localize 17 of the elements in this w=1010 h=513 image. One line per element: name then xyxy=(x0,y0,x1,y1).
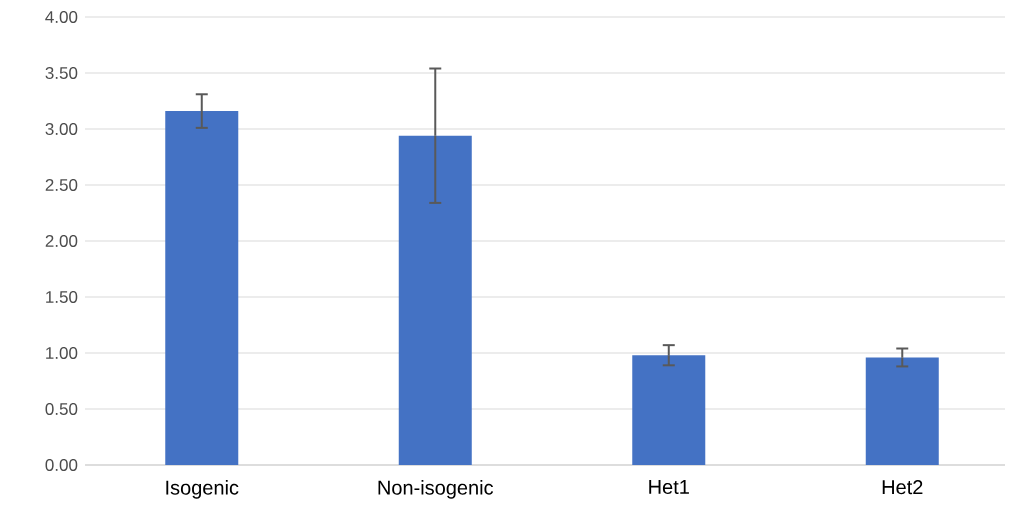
y-tick-label: 0.50 xyxy=(45,402,78,415)
y-tick-label: 4.00 xyxy=(45,10,78,23)
y-tick-label: 0.00 xyxy=(45,458,78,471)
y-tick-label: 3.50 xyxy=(45,66,78,79)
bar xyxy=(865,357,939,465)
x-tick-label: Het1 xyxy=(649,480,689,494)
y-tick-label: 1.50 xyxy=(46,290,78,303)
y-tick-label: 2.50 xyxy=(45,178,78,191)
x-tick-label: Het2 xyxy=(882,480,923,495)
y-tick-label: 2.00 xyxy=(45,234,78,247)
bar xyxy=(398,135,472,465)
x-tick-label: Non-isogenic xyxy=(378,480,494,499)
y-tick-label: 3.00 xyxy=(45,122,78,135)
bar xyxy=(165,111,239,465)
bar xyxy=(632,355,706,465)
y-tick-label: 1.00 xyxy=(46,346,78,359)
x-tick-label: Isogenic xyxy=(166,480,239,499)
